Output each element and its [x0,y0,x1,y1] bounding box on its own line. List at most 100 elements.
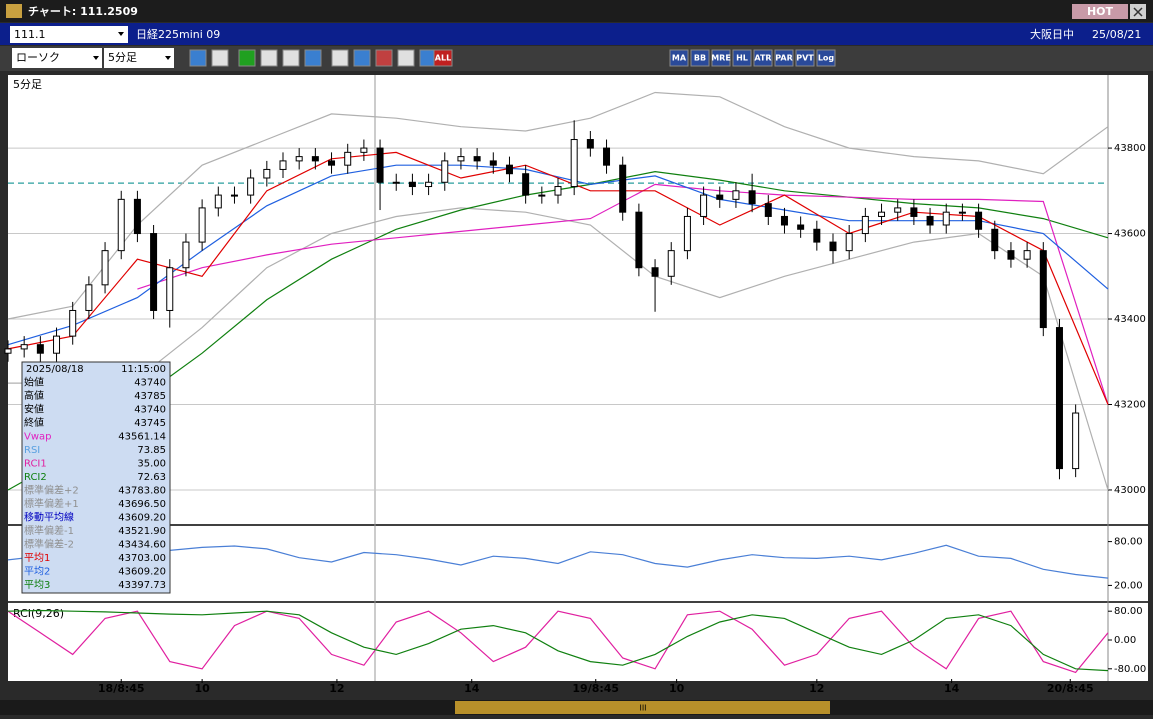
tool-button[interactable] [816,49,836,67]
tool-button-label: MA [672,54,687,63]
tool-icon[interactable] [238,49,256,67]
tool-icon[interactable] [397,49,415,67]
candle-body [150,233,158,311]
dropdown-arrow [165,56,171,60]
tool-button[interactable] [795,49,815,67]
candle-body [635,211,643,269]
y-tick-label: -80.00 [1114,664,1146,675]
info-value: 43609.20 [118,567,166,578]
tool-button[interactable] [732,49,752,67]
candle-body [489,160,497,166]
info-label: RCI2 [24,472,47,483]
x-tick-label: 10 [194,682,210,695]
candle-body [797,224,805,230]
tool-button[interactable] [433,49,453,67]
candle-body [683,215,691,252]
candle-body [457,156,465,162]
tool-icon[interactable] [353,49,371,67]
candle-body [198,207,206,243]
candle-body [295,156,303,162]
candle-body [328,160,336,166]
candle-body [603,147,611,166]
info-label: Vwap [24,432,52,443]
tool-button[interactable] [690,49,710,67]
code-input[interactable] [10,26,128,43]
y-tick-label: 80.00 [1114,606,1143,617]
candle-body [619,164,627,213]
scroll-thumb[interactable] [455,701,830,714]
candle-body [554,186,562,196]
y-tick-label: 43800 [1114,143,1146,154]
interval-select[interactable] [104,48,174,68]
series-line [7,91,1109,320]
tool-button[interactable] [753,49,773,67]
y-tick-label: 0.00 [1114,635,1136,646]
window-title: チャート: 111.2509 [28,5,138,18]
tool-icon[interactable] [331,49,349,67]
x-tick-label: 14 [464,682,480,695]
info-label: RSI [24,445,40,456]
candle-body [425,181,433,188]
candle-body [441,160,449,183]
tool-button[interactable] [711,49,731,67]
series-line [7,164,1109,346]
info-label: 平均1 [24,552,50,564]
candle-body [4,348,12,354]
info-value: 72.63 [137,472,166,483]
chart-type-select[interactable] [12,48,102,68]
info-value: 43703.00 [118,553,166,564]
candle-body [700,194,708,217]
tool-icon[interactable] [260,49,278,67]
candle-body [279,160,287,170]
candle-body [942,211,950,226]
charts: 43000 43200 43400 43600 43800 18/8:45 10 12 14 19… [4,75,1148,695]
info-value: 35.00 [137,459,166,470]
info-value: 73.85 [137,445,166,456]
tool-icon[interactable] [282,49,300,67]
candle-body [716,194,724,200]
candle-body [878,211,886,217]
candle-body [538,194,546,197]
hot-button[interactable] [1072,4,1128,19]
info-time: 11:15:00 [121,364,166,375]
tool-icon[interactable] [304,49,322,67]
x-tick-label: 10 [669,682,685,695]
tool-icon[interactable] [375,49,393,67]
candle-body [910,207,918,217]
candle-body [1023,250,1031,260]
tool-button[interactable] [669,49,689,67]
grip: III [639,704,646,713]
candle-body [376,147,384,183]
x-tick-label: 14 [944,682,960,695]
info-value: 43783.80 [118,486,166,497]
candle-body [926,215,934,226]
tool-button-label: PAR [775,54,792,63]
x-tick-label: 12 [329,682,344,695]
info-label: 安値 [24,403,44,416]
info-label: RCI1 [24,459,47,470]
candle-body [473,156,481,162]
info-label: 標準偏差+1 [24,497,79,510]
info-label: 移動平均線 [24,511,74,524]
y-tick-label: 20.00 [1114,580,1143,591]
x-tick-label: 20/8:45 [1047,682,1094,695]
series-line [8,207,1109,491]
candle-body [247,177,255,196]
info-label: 平均3 [24,579,50,591]
app-icon [6,4,22,18]
tool-button[interactable] [774,49,794,67]
info-date: 2025/08/18 [26,364,84,375]
candle-body [36,344,44,354]
candle-body [829,241,837,252]
candle-body [53,335,61,354]
candle-body [1007,250,1015,260]
code-text: 111.1 [14,28,46,41]
candle-body [1072,412,1080,470]
tool-icon[interactable] [211,49,229,67]
x-tick-label: 18/8:45 [98,682,145,695]
header-bar [0,23,1153,45]
candle-body [991,228,999,252]
candle-body [214,194,222,209]
tool-icon[interactable] [189,49,207,67]
